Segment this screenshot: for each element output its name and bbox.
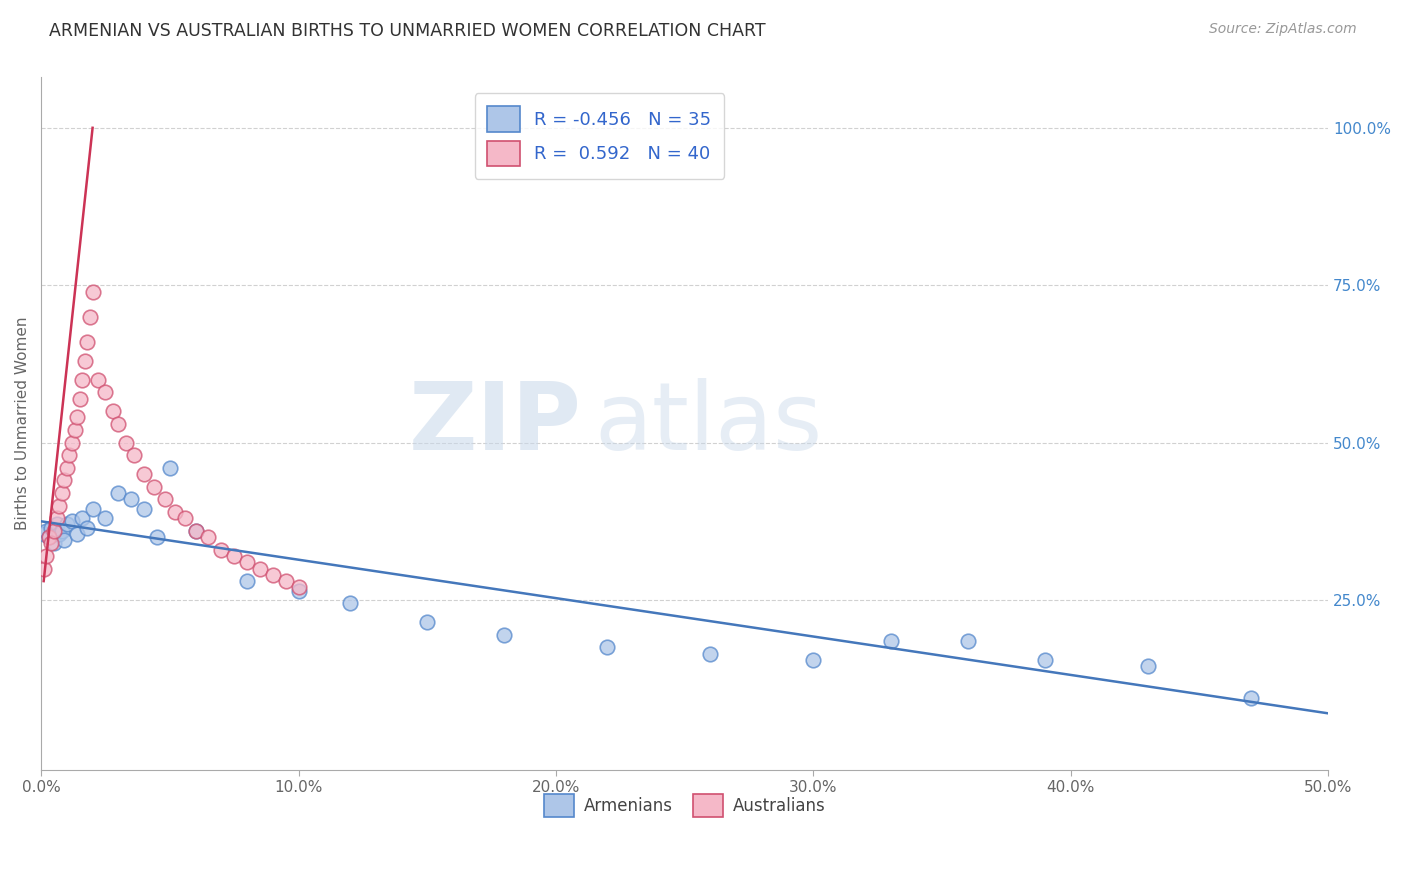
Point: [197, 530, 219, 544]
Point: [38, 530, 60, 544]
Point: [42, 524, 65, 538]
Point: [120, 492, 142, 507]
Point: [596, 640, 619, 655]
Point: [107, 417, 129, 431]
Point: [56, 460, 79, 475]
Point: [32, 527, 55, 541]
Point: [163, 505, 186, 519]
Point: [72, 373, 94, 387]
Point: [72, 511, 94, 525]
Point: [63, 423, 86, 437]
Point: [174, 511, 197, 525]
Point: [53, 474, 76, 488]
Point: [60, 435, 83, 450]
Text: ZIP: ZIP: [409, 377, 582, 470]
Point: [1033, 653, 1056, 667]
Point: [274, 574, 297, 588]
Point: [107, 486, 129, 500]
Point: [60, 514, 83, 528]
Point: [159, 460, 181, 475]
Point: [224, 549, 246, 563]
Point: [143, 480, 166, 494]
Point: [184, 524, 207, 538]
Legend: Armenians, Australians: Armenians, Australians: [537, 787, 832, 824]
Point: [1240, 690, 1263, 705]
Point: [879, 634, 901, 648]
Point: [69, 392, 91, 406]
Point: [699, 647, 721, 661]
Point: [1136, 659, 1159, 673]
Point: [262, 567, 284, 582]
Point: [132, 467, 155, 481]
Point: [48, 499, 70, 513]
Point: [956, 634, 979, 648]
Point: [87, 373, 110, 387]
Point: [494, 627, 516, 641]
Point: [82, 285, 104, 299]
Y-axis label: Births to Unmarried Women: Births to Unmarried Women: [15, 317, 30, 531]
Point: [56, 517, 79, 532]
Text: Source: ZipAtlas.com: Source: ZipAtlas.com: [1209, 22, 1357, 37]
Point: [801, 653, 824, 667]
Point: [209, 542, 232, 557]
Point: [73, 353, 96, 368]
Point: [184, 524, 207, 538]
Point: [416, 615, 439, 629]
Point: [51, 524, 73, 538]
Point: [339, 596, 361, 610]
Text: ARMENIAN VS AUSTRALIAN BIRTHS TO UNMARRIED WOMEN CORRELATION CHART: ARMENIAN VS AUSTRALIAN BIRTHS TO UNMARRI…: [49, 22, 766, 40]
Point: [66, 527, 89, 541]
Point: [45, 517, 67, 532]
Point: [45, 511, 67, 525]
Point: [115, 435, 138, 450]
Point: [41, 536, 63, 550]
Point: [79, 310, 101, 324]
Point: [51, 486, 73, 500]
Point: [35, 549, 58, 563]
Point: [94, 385, 117, 400]
Point: [42, 536, 65, 550]
Point: [66, 410, 89, 425]
Text: atlas: atlas: [595, 377, 823, 470]
Point: [32, 561, 55, 575]
Point: [146, 530, 169, 544]
Point: [122, 448, 145, 462]
Point: [236, 574, 259, 588]
Point: [103, 404, 125, 418]
Point: [153, 492, 176, 507]
Point: [94, 511, 117, 525]
Point: [132, 501, 155, 516]
Point: [82, 501, 104, 516]
Point: [76, 334, 98, 349]
Point: [287, 581, 309, 595]
Point: [249, 561, 271, 575]
Point: [48, 527, 70, 541]
Point: [53, 533, 76, 548]
Point: [38, 530, 60, 544]
Point: [76, 520, 98, 534]
Point: [35, 524, 58, 538]
Point: [58, 448, 80, 462]
Point: [236, 555, 259, 569]
Point: [287, 583, 309, 598]
Point: [41, 520, 63, 534]
